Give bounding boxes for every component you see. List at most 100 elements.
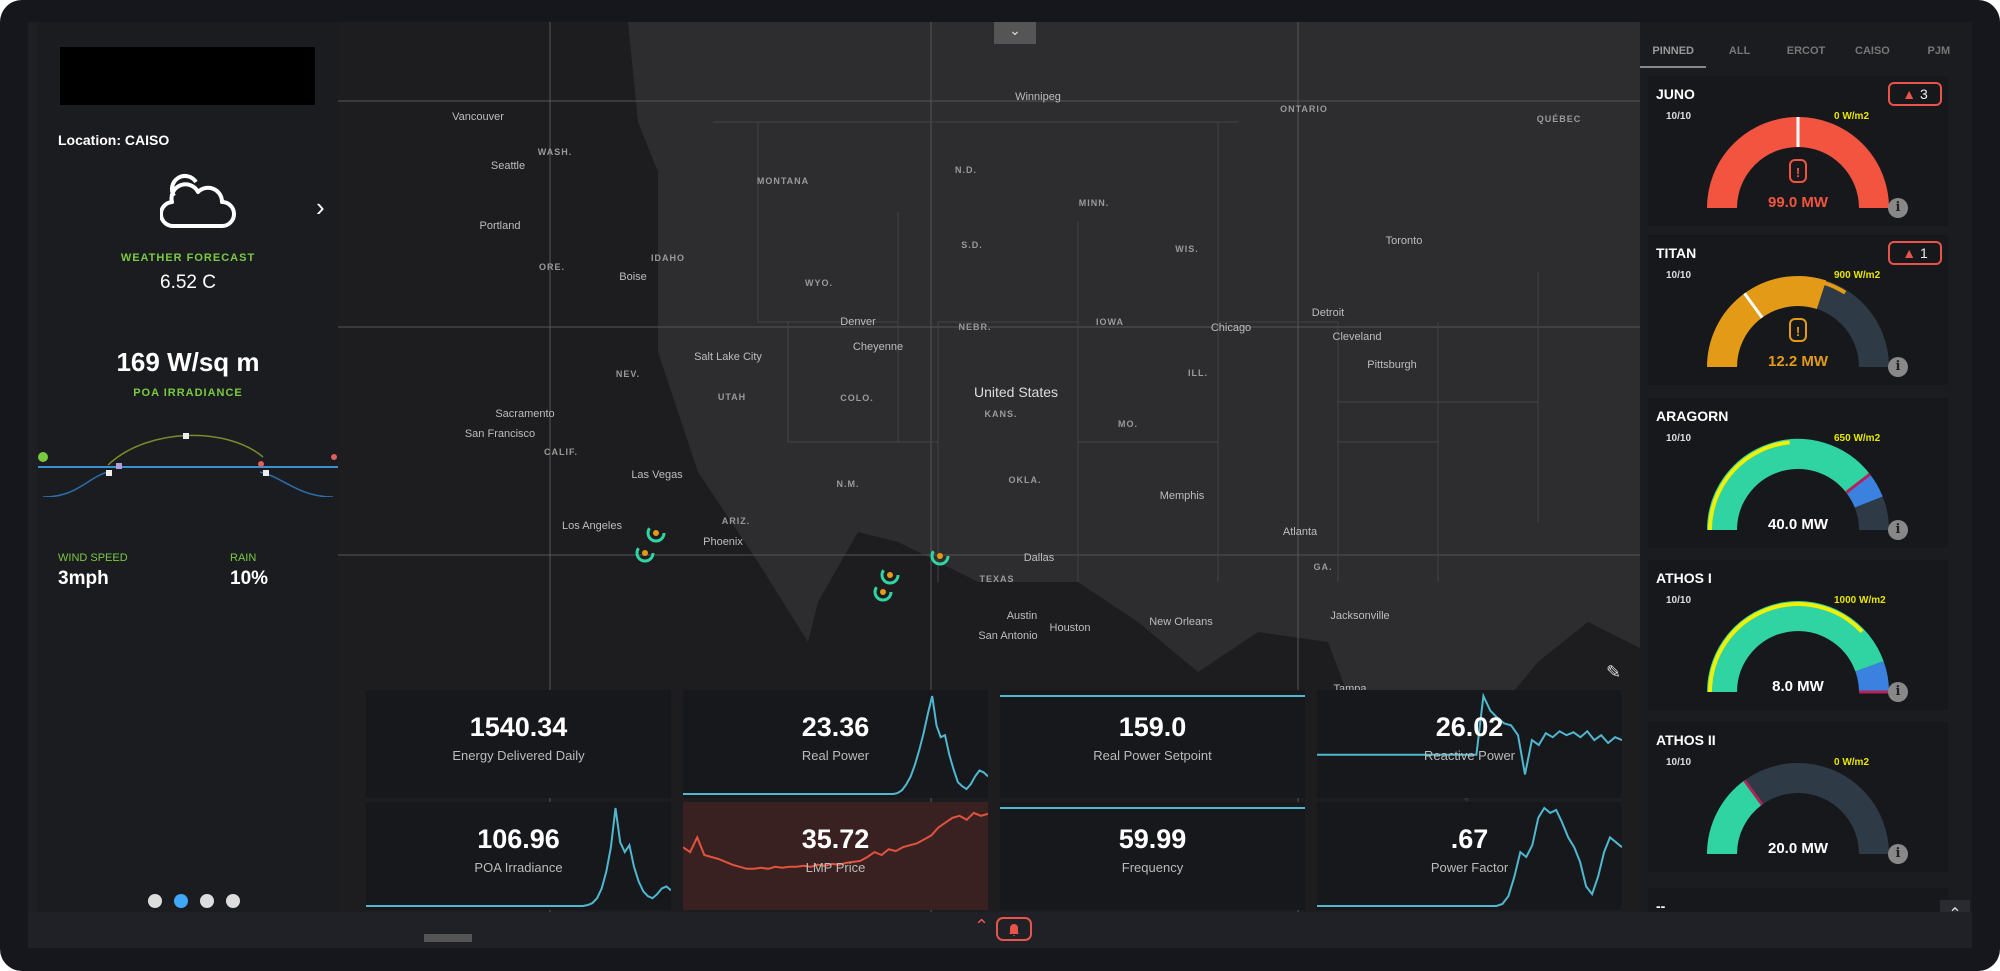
- irradiance-value: 169 W/sq m: [116, 347, 260, 377]
- map-label: N.M.: [836, 479, 860, 489]
- tab-pjm[interactable]: PJM: [1927, 45, 1951, 57]
- site-card[interactable]: ATHOS I 10/10 1000 W/m2 8.0 MW i: [1648, 560, 1948, 710]
- site-power: 99.0 MW: [1767, 194, 1828, 211]
- map-label: OKLA.: [1008, 475, 1042, 485]
- partial-card-name: --: [1656, 898, 1666, 914]
- info-icon[interactable]: i: [1888, 198, 1908, 218]
- sparkline: [1000, 807, 1305, 809]
- carousel-dots: [148, 894, 240, 908]
- metric-label: Frequency: [1121, 860, 1184, 875]
- map-label: Jacksonville: [1330, 610, 1390, 622]
- alerts-button[interactable]: [996, 917, 1032, 941]
- sparkline: [1317, 692, 1622, 775]
- site-name: ATHOS I: [1656, 570, 1712, 586]
- carousel-dot[interactable]: [148, 894, 162, 908]
- map-label: Pittsburgh: [1367, 359, 1417, 371]
- map-label: N.D.: [955, 165, 977, 175]
- bell-icon: ▲: [1902, 86, 1917, 102]
- site-name: ARAGORN: [1656, 408, 1729, 424]
- metric-label: Reactive Power: [1423, 748, 1516, 763]
- metric-tile[interactable]: 106.96 POA Irradiance: [366, 802, 671, 910]
- power-gauge: !: [1707, 117, 1889, 209]
- info-icon[interactable]: i: [1888, 682, 1908, 702]
- site-name: ATHOS II: [1656, 732, 1716, 748]
- gauge-marker: [1743, 779, 1764, 806]
- metric-tile[interactable]: 23.36 Real Power: [683, 690, 988, 798]
- info-icon[interactable]: i: [1888, 844, 1908, 864]
- map-label: Sacramento: [495, 408, 555, 420]
- bell-icon: ▲: [1902, 245, 1917, 261]
- wind-speed-value: 3mph: [58, 568, 109, 589]
- collapse-map-button[interactable]: ⌄: [994, 22, 1036, 44]
- map-label: MINN.: [1078, 198, 1110, 208]
- map-label: Salt Lake City: [694, 351, 762, 363]
- metric-tile[interactable]: .67 Power Factor: [1317, 802, 1622, 910]
- map-label: Houston: [1049, 622, 1091, 634]
- metric-label: Real Power Setpoint: [1093, 748, 1212, 763]
- carousel-dot[interactable]: [174, 894, 188, 908]
- tab-all[interactable]: ALL: [1728, 45, 1751, 57]
- site-irradiance: 650 W/m2: [1834, 433, 1881, 444]
- map-label: ONTARIO: [1280, 104, 1328, 114]
- site-card[interactable]: ! JUNO 10/10 0 W/m2 99.0 MW i ▲ 3: [1648, 76, 1948, 226]
- carousel-dot[interactable]: [200, 894, 214, 908]
- warning-icon: [1789, 159, 1807, 183]
- inverter-ratio: 10/10: [1666, 270, 1692, 281]
- site-marker[interactable]: [635, 543, 655, 563]
- site-marker[interactable]: [930, 546, 950, 566]
- alert-count-badge[interactable]: ▲ 3: [1888, 82, 1942, 106]
- site-irradiance: 0 W/m2: [1834, 757, 1870, 768]
- redacted-logo: [60, 47, 315, 105]
- map-label: ILL.: [1188, 368, 1208, 378]
- site-marker[interactable]: [646, 523, 666, 543]
- irradiance-curve: [38, 433, 338, 497]
- alert-count: 1: [1919, 245, 1928, 261]
- bell-icon: [1009, 924, 1019, 937]
- sparkline: [683, 695, 988, 795]
- expand-up-icon[interactable]: ⌃: [974, 916, 990, 936]
- site-card[interactable]: ARAGORN 10/10 650 W/m2 40.0 MW i: [1648, 398, 1948, 548]
- metric-value: .67: [1450, 824, 1489, 854]
- map-label: Atlanta: [1282, 526, 1318, 538]
- bottom-bar: ⌃: [28, 912, 1972, 948]
- edit-pencil-icon[interactable]: ✎: [1606, 662, 1622, 682]
- gauge-fill: [1707, 780, 1763, 855]
- metric-tile[interactable]: 35.72 LMP Price: [683, 802, 988, 910]
- sparkline: [1000, 695, 1305, 697]
- map-label: NEBR.: [958, 322, 992, 332]
- sparkline-path: [1317, 806, 1622, 907]
- map-label: TEXAS: [979, 574, 1015, 584]
- map-label: United States: [973, 384, 1059, 400]
- wind-speed-label: WIND SPEED: [58, 552, 128, 564]
- metric-tile[interactable]: 59.99 Frequency: [1000, 802, 1305, 910]
- map-label: Los Angeles: [562, 520, 622, 532]
- dashboard: United States TEXAS Los Angeles San Francis…: [28, 22, 1972, 948]
- site-card[interactable]: ! TITAN 10/10 900 W/m2 12.2 MW i ▲ 1: [1648, 235, 1948, 385]
- site-irradiance: 0 W/m2: [1834, 111, 1870, 122]
- sparkline-path: [1317, 692, 1622, 775]
- metric-tile[interactable]: 1540.34 Energy Delivered Daily: [366, 690, 671, 798]
- tab-caiso[interactable]: CAISO: [1855, 45, 1890, 57]
- site-irradiance: 1000 W/m2: [1834, 595, 1886, 606]
- map-label: Boise: [619, 271, 647, 283]
- metric-value: 35.72: [801, 824, 870, 854]
- site-power: 8.0 MW: [1772, 678, 1824, 695]
- info-icon[interactable]: i: [1888, 520, 1908, 540]
- map-label: Chicago: [1210, 322, 1252, 334]
- gauge-fill: [1707, 438, 1870, 531]
- next-arrow-button[interactable]: ›: [316, 192, 325, 222]
- map-label: Portland: [479, 220, 521, 232]
- site-card[interactable]: ATHOS II 10/10 0 W/m2 20.0 MW i: [1648, 722, 1948, 872]
- site-marker[interactable]: [873, 582, 893, 602]
- site-marker[interactable]: [880, 565, 900, 585]
- tab-ercot[interactable]: ERCOT: [1786, 45, 1826, 57]
- metric-tile[interactable]: 26.02 Reactive Power: [1317, 690, 1622, 798]
- horizontal-scrollbar[interactable]: [424, 934, 472, 942]
- map-label: IDAHO: [651, 253, 685, 263]
- alert-count-badge[interactable]: ▲ 1: [1888, 241, 1942, 265]
- metric-tile[interactable]: 159.0 Real Power Setpoint: [1000, 690, 1305, 798]
- carousel-dot[interactable]: [226, 894, 240, 908]
- tab-pinned[interactable]: PINNED: [1640, 36, 1707, 68]
- map-label: UTAH: [717, 392, 747, 402]
- info-icon[interactable]: i: [1888, 357, 1908, 377]
